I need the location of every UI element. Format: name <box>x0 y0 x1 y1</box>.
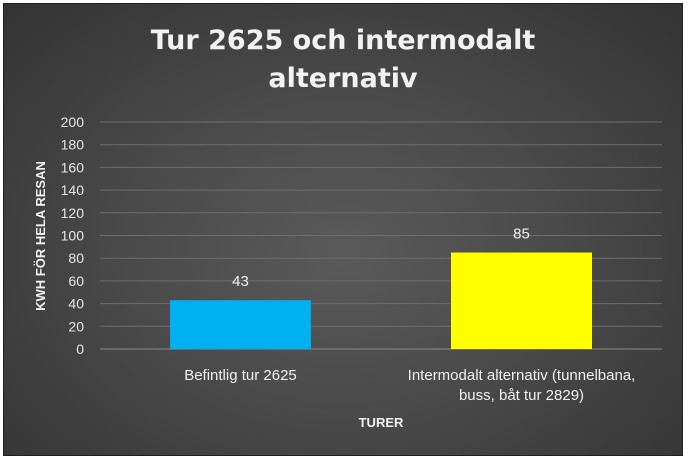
y-tick-label: 20 <box>68 318 84 334</box>
y-axis-title: KWH FÖR HELA RESAN <box>33 161 48 311</box>
chart-title: Tur 2625 och intermodalt alternativ <box>151 25 536 94</box>
y-tick-label: 40 <box>68 296 84 312</box>
x-tick-label: Intermodalt alternativ (tunnelbana, <box>408 367 636 384</box>
x-tick-label: buss, båt tur 2829) <box>459 387 584 404</box>
y-tick-label: 140 <box>61 182 85 198</box>
y-tick-label: 200 <box>61 114 85 130</box>
x-tick-label: Befintlig tur 2625 <box>184 367 297 384</box>
y-tick-label: 60 <box>68 273 84 289</box>
bar <box>170 300 311 349</box>
chart-area <box>3 3 683 456</box>
y-tick-label: 120 <box>61 205 85 221</box>
y-tick-label: 0 <box>76 341 84 357</box>
bar <box>451 252 592 349</box>
chart-title-line: Tur 2625 och intermodalt <box>151 25 536 56</box>
data-label: 85 <box>513 226 530 243</box>
y-tick-label: 180 <box>61 137 85 153</box>
x-axis-categories: Befintlig tur 2625 Intermodalt alternativ… <box>184 367 635 404</box>
data-labels: 43 85 <box>232 226 530 291</box>
data-label: 43 <box>232 273 249 290</box>
x-axis-title: TURER <box>359 415 404 430</box>
chart-title-line: alternativ <box>268 63 418 94</box>
y-tick-label: 80 <box>68 250 84 266</box>
bars <box>170 252 592 349</box>
y-axis-ticks: 0 20 40 60 80 100 120 140 160 180 200 <box>61 114 85 357</box>
y-tick-label: 100 <box>61 228 85 244</box>
y-tick-label: 160 <box>61 159 85 175</box>
